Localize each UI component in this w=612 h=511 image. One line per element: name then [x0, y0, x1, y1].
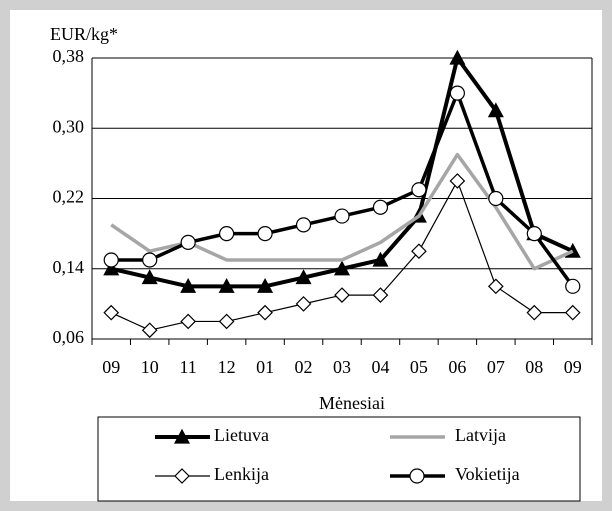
marker: [218, 278, 235, 293]
x-tick-label: 05: [410, 357, 428, 377]
marker: [333, 260, 351, 276]
marker: [334, 208, 350, 224]
marker: [219, 226, 235, 242]
marker: [409, 468, 425, 484]
marker: [449, 49, 466, 65]
marker: [411, 243, 427, 260]
marker: [295, 217, 312, 233]
marker: [449, 173, 466, 189]
marker: [295, 296, 312, 312]
x-tick-label: 09: [102, 357, 120, 377]
x-tick-label: 02: [295, 357, 313, 377]
marker: [564, 304, 581, 321]
legend-label: Latvija: [455, 425, 506, 445]
marker: [218, 313, 235, 330]
marker: [173, 428, 191, 444]
marker: [103, 304, 120, 321]
marker: [372, 287, 389, 303]
legend-box: [97, 416, 581, 502]
marker: [103, 252, 119, 268]
y-tick-label: 0,38: [53, 46, 85, 66]
marker: [488, 190, 504, 207]
x-tick-label: 07: [487, 357, 505, 377]
marker: [174, 468, 190, 484]
marker: [487, 278, 504, 295]
y-axis-label: EUR/kg*: [50, 24, 118, 44]
marker: [257, 278, 274, 293]
marker: [257, 226, 273, 242]
x-axis-label: Mėnesiai: [319, 393, 385, 413]
marker: [372, 251, 389, 267]
marker: [103, 260, 120, 276]
marker: [257, 304, 273, 321]
marker: [142, 252, 158, 268]
x-tick-label: 12: [218, 357, 236, 377]
x-tick-label: 08: [525, 357, 543, 377]
marker: [487, 102, 504, 118]
marker: [141, 269, 158, 285]
marker: [372, 199, 389, 215]
marker: [526, 304, 543, 321]
y-tick-label: 0,06: [53, 327, 85, 347]
marker: [411, 182, 427, 198]
legend-label: Lietuva: [214, 425, 269, 445]
x-tick-label: 04: [371, 357, 389, 377]
marker: [334, 287, 350, 303]
marker: [180, 313, 197, 330]
marker: [180, 234, 196, 251]
marker: [526, 226, 542, 242]
x-tick-label: 11: [179, 357, 196, 377]
marker: [141, 322, 158, 339]
legend-label: Lenkija: [214, 464, 269, 484]
marker: [180, 278, 197, 293]
x-tick-label: 09: [564, 357, 582, 377]
marker: [449, 85, 465, 101]
x-tick-label: 06: [448, 357, 466, 377]
legend-label: Vokietija: [455, 464, 520, 484]
marker: [295, 269, 312, 285]
y-tick-label: 0,14: [53, 257, 85, 277]
x-tick-label: 10: [141, 357, 159, 377]
marker: [565, 278, 581, 294]
x-tick-label: 01: [256, 357, 274, 377]
y-tick-label: 0,22: [53, 187, 85, 207]
y-tick-label: 0,30: [53, 116, 85, 136]
x-tick-label: 03: [333, 357, 351, 377]
